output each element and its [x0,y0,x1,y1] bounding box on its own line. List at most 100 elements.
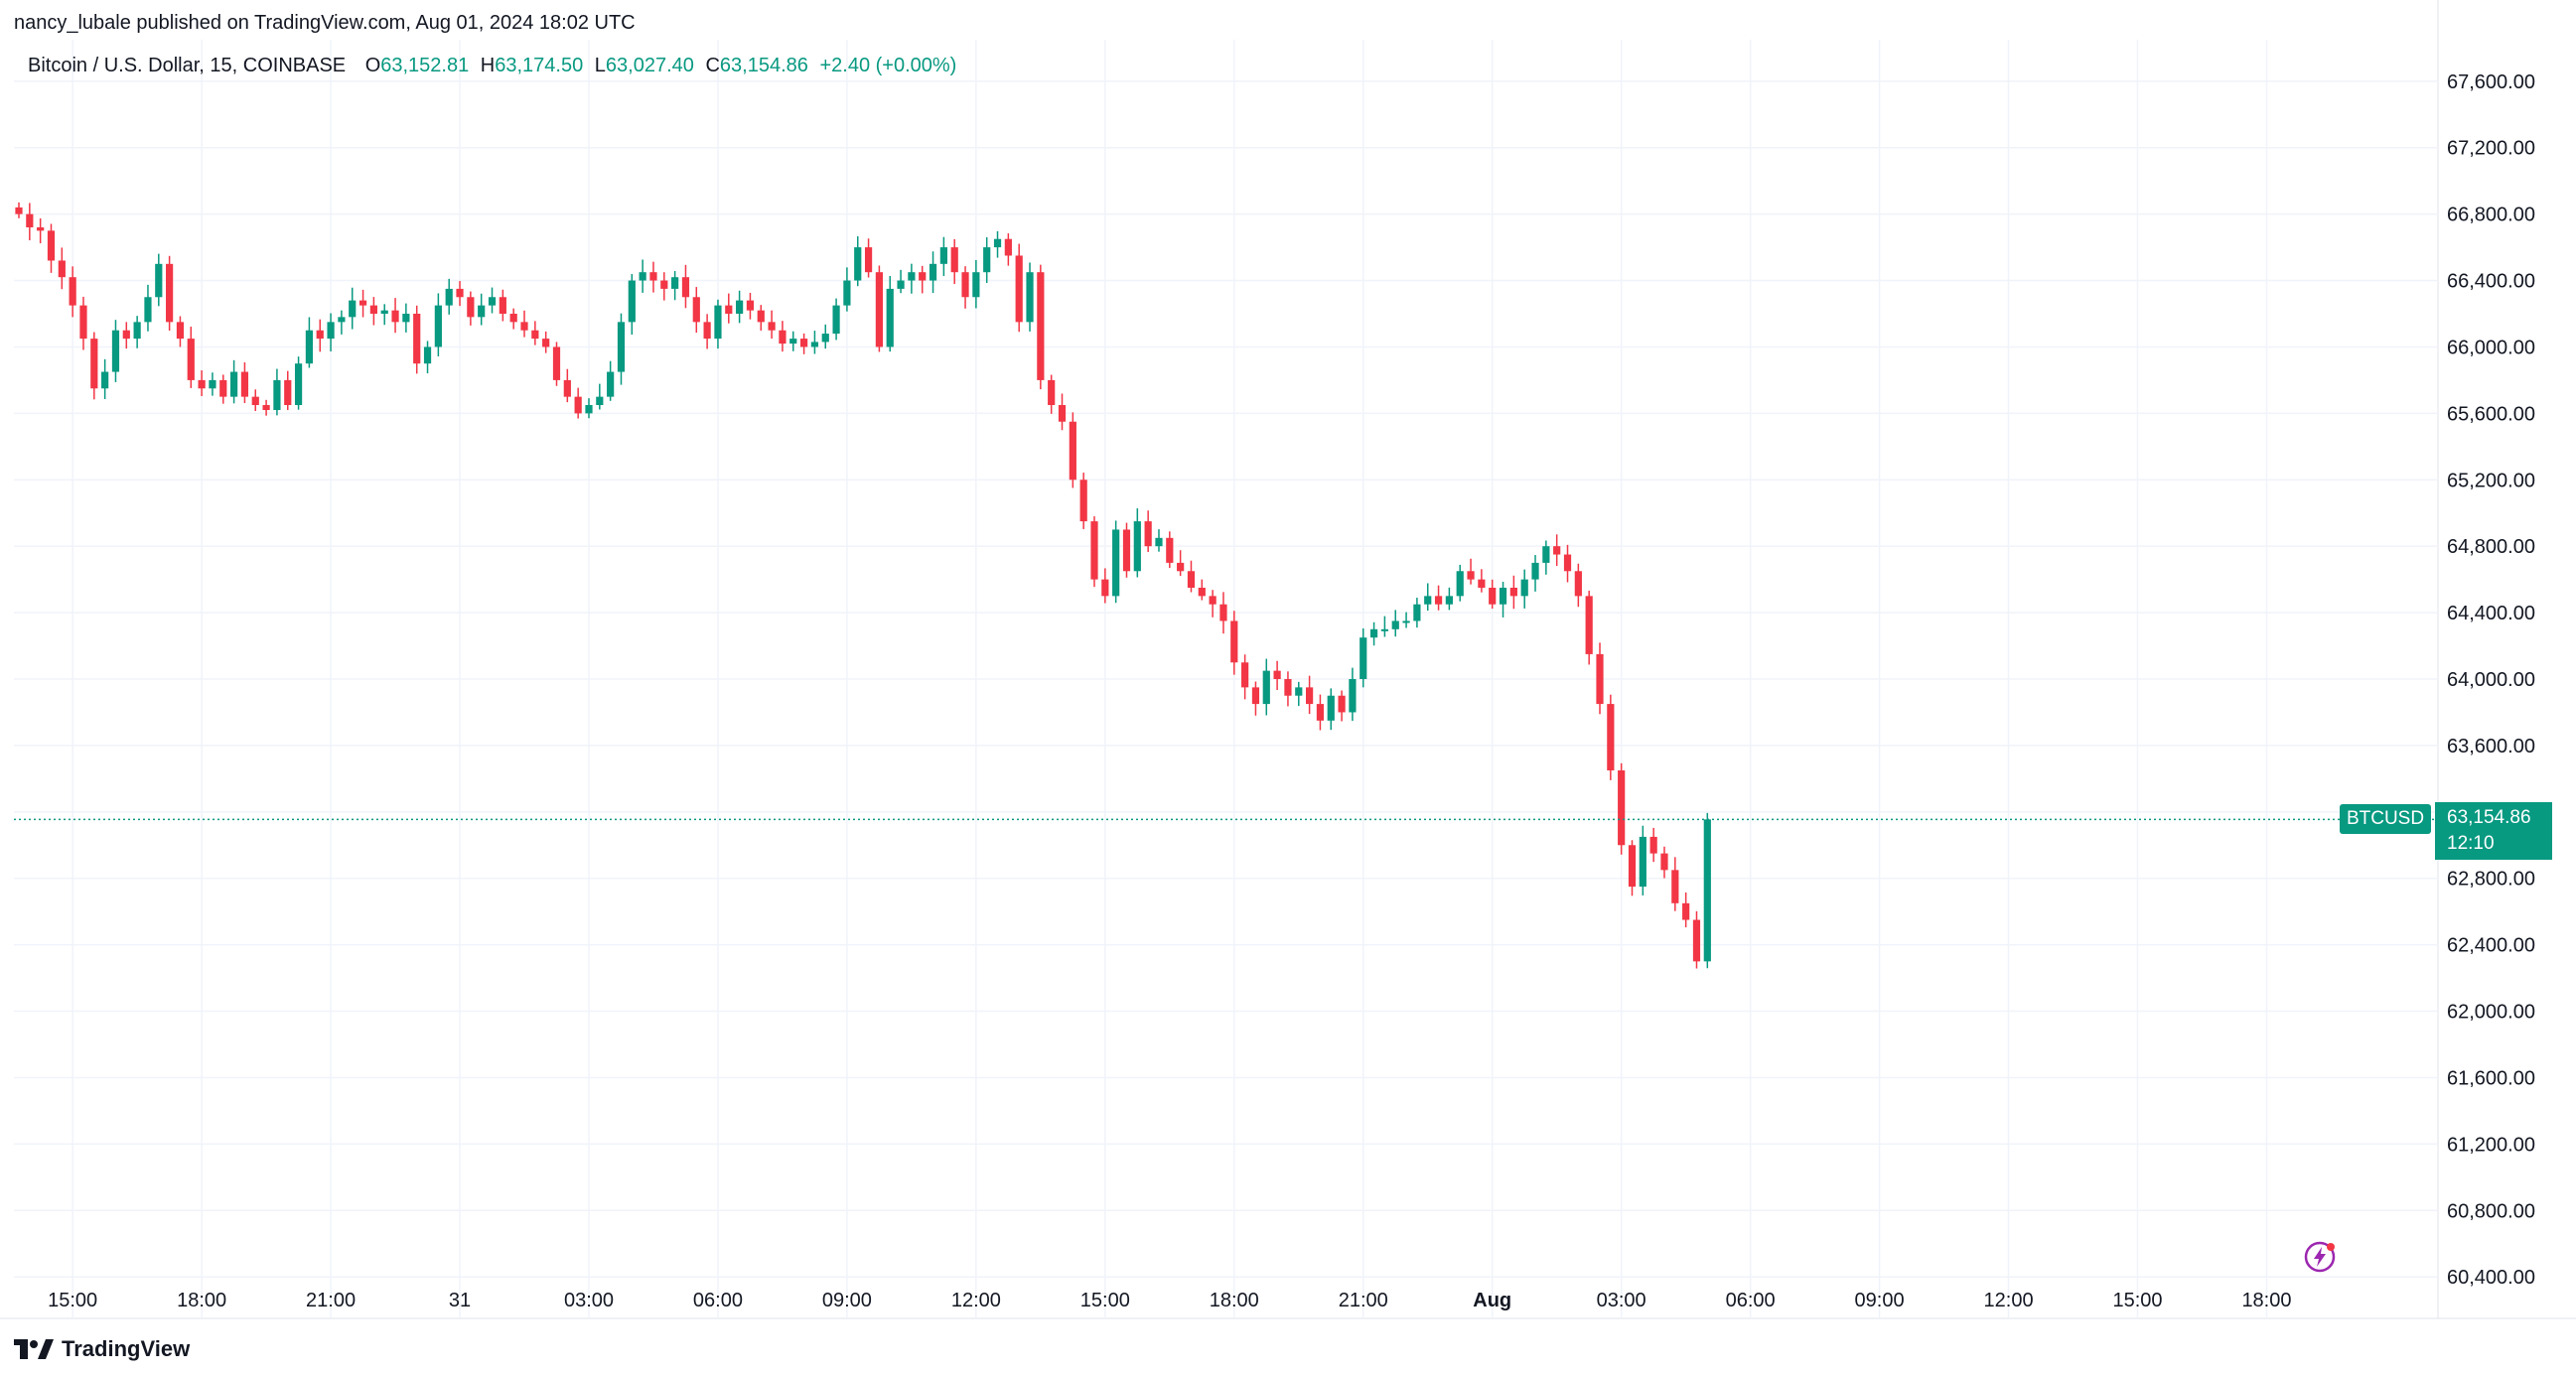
candle [1187,560,1196,593]
candle [47,223,56,273]
y-tick-label: 65,600.00 [2447,403,2535,425]
x-tick-label: 06:00 [1726,1290,1776,1311]
candle-body [1671,870,1679,903]
candle [1079,473,1087,529]
candle-body [746,300,755,311]
candle [1574,563,1582,608]
candle [628,274,636,336]
candle [681,264,690,309]
candle [1090,516,1098,588]
candle-body [1284,679,1292,696]
candle-body [1434,596,1443,605]
candle-body [671,277,679,289]
candle-body [875,272,883,347]
candle [305,317,314,368]
candle-body [779,330,787,344]
candle-body [358,300,367,306]
y-tick-label: 65,200.00 [2447,470,2535,491]
candle [1456,564,1464,602]
candle [1338,690,1346,722]
candle-body [1703,819,1711,962]
candle [1542,540,1550,575]
candle-body [509,314,517,323]
candle [1360,627,1367,688]
candle-body [413,314,421,364]
time-axis[interactable]: 15:00 18:00 21:00 31 03:00 06:00 09:00 12:00 15:… [48,1290,2291,1311]
candle [1306,675,1314,715]
candle [1284,671,1292,707]
candle [1445,587,1453,611]
candle-body [607,371,615,397]
candle [1639,825,1646,895]
x-tick-label: 12:00 [1984,1290,2034,1311]
candle [671,271,679,301]
candle [122,322,130,349]
candle-body [111,330,120,372]
candle-body [660,280,668,289]
candle [230,359,238,404]
candle-body [585,405,593,414]
candle [1037,264,1045,390]
candles [15,202,1711,969]
candle-body [1230,620,1238,663]
symbol-legend[interactable]: Bitcoin / U.S. Dollar, 15, COINBASE O63,… [28,55,962,77]
candle-body [305,330,314,364]
candle-body [1198,588,1206,597]
x-tick-label: 18:00 [177,1290,226,1311]
legend-high-value: 63,174.50 [495,55,584,76]
candle-body [369,305,377,314]
y-tick-label: 61,200.00 [2447,1134,2535,1156]
legend-symbol[interactable]: Bitcoin / U.S. Dollar, 15, COINBASE [28,55,347,76]
bar-countdown: 12:10 [2447,833,2495,855]
candle [1069,412,1076,488]
x-tick-label: 31 [449,1290,471,1311]
candle-body [552,346,561,380]
x-tick-label: 21:00 [1339,1290,1388,1311]
candle-body [1026,272,1034,323]
candle [209,372,216,396]
candle [423,341,432,374]
candle-body [1380,628,1389,631]
candle [155,253,163,307]
candle-body [972,272,980,298]
candle [1369,621,1378,646]
last-price-badge: 63,154.86 12:10 [2435,802,2552,861]
candle-body [639,272,646,281]
candle-body [1360,637,1367,679]
candle [369,297,377,326]
candle [789,331,797,351]
x-tick-label: 09:00 [1855,1290,1905,1311]
candle-body [349,300,357,318]
candle [1327,688,1335,731]
candle [251,389,259,412]
candle-body [294,363,303,405]
candle [1058,393,1067,431]
candle [273,368,281,416]
candle-body [919,272,927,281]
candle [1585,591,1593,665]
y-tick-label: 62,400.00 [2447,935,2535,957]
candle [1467,558,1475,585]
candle [1703,812,1711,969]
candle-body [897,280,905,289]
candle [349,287,357,330]
candle-body [1166,537,1174,563]
candle-body [993,238,1002,248]
candle-body [37,227,45,231]
candle-body [843,280,851,306]
candle-body [402,314,410,323]
candle [509,308,517,330]
candle-body [681,277,690,298]
price-axis[interactable]: 60,400.00 60,800.00 61,200.00 61,600.00 62,0… [2447,71,2535,1289]
candle [961,266,969,309]
candle-body [1177,562,1185,572]
tradingview-brand[interactable]: TradingView [14,1336,190,1362]
candle [90,332,98,400]
ticker-badge[interactable]: BTCUSD [2340,804,2431,835]
x-tick-label: 15:00 [1080,1290,1130,1311]
lightning-icon[interactable] [2302,1239,2338,1275]
candle [445,278,453,315]
candle [714,299,722,349]
candle-body [230,371,238,397]
